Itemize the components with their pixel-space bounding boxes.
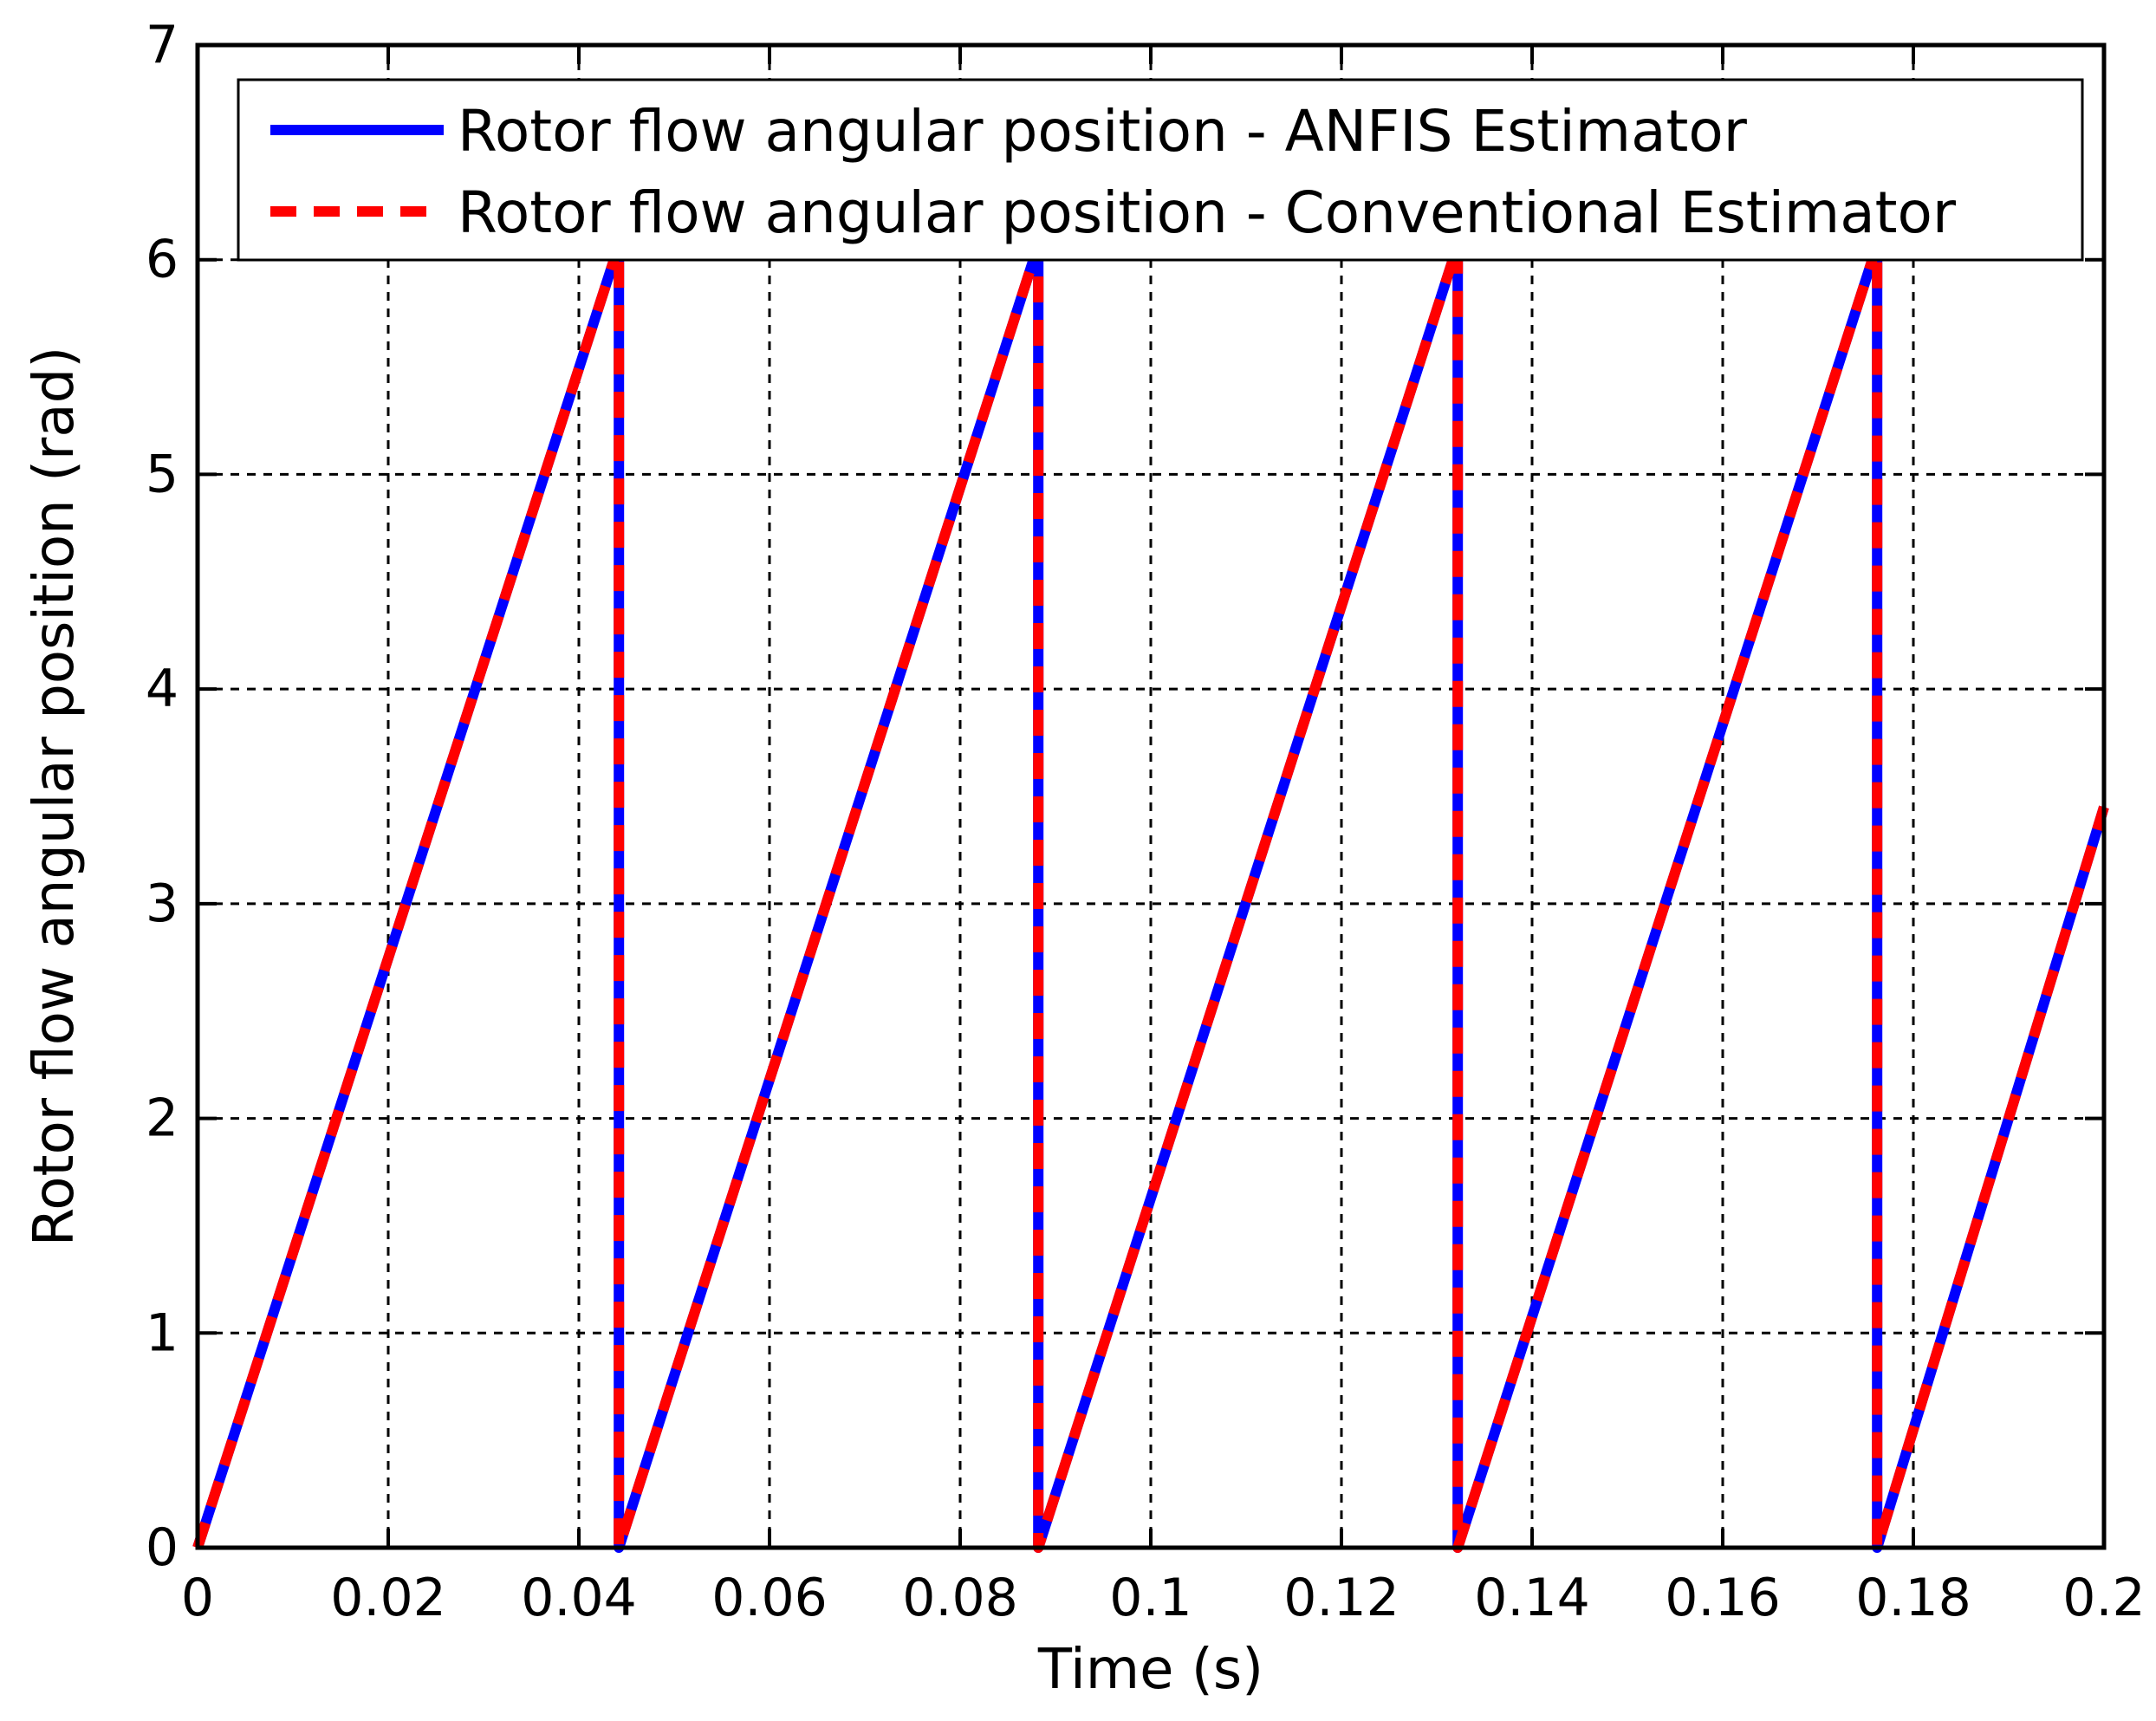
legend-box <box>237 78 2084 262</box>
y-tick-label: 5 <box>146 444 179 504</box>
x-tick-label: 0.18 <box>1855 1568 1971 1628</box>
y-tick-label: 2 <box>146 1088 179 1149</box>
x-tick-label: 0 <box>181 1568 214 1628</box>
y-tick-label: 0 <box>146 1517 179 1578</box>
x-tick-labels: 0 0.02 0.04 0.06 0.08 0.1 0.12 0.14 0.16 0.18 0.2 <box>181 1568 2146 1628</box>
x-tick-label: 0.2 <box>2062 1568 2145 1628</box>
x-tick-label: 0.08 <box>902 1568 1018 1628</box>
legend-entry-conventional: Rotor flow angular position - Convention… <box>458 179 1957 246</box>
series-line-conventional <box>192 239 2109 1553</box>
x-axis-label: Time (s) <box>1037 1638 1263 1702</box>
x-tick-label: 0.02 <box>330 1568 446 1628</box>
y-axis-label: Rotor flow angular position (rad) <box>23 347 87 1246</box>
y-tick-label: 6 <box>146 230 179 290</box>
y-tick-label: 3 <box>146 873 179 934</box>
y-tick-label: 7 <box>146 15 179 75</box>
x-tick-label: 0.04 <box>521 1568 637 1628</box>
legend: Rotor flow angular position - ANFIS Esti… <box>237 78 2084 262</box>
series-layer <box>192 239 2109 1553</box>
y-tick-labels: 0 1 2 3 4 5 6 7 <box>146 15 179 1578</box>
y-tick-label: 1 <box>146 1302 179 1363</box>
x-tick-label: 0.12 <box>1283 1568 1399 1628</box>
x-tick-label: 0.14 <box>1474 1568 1590 1628</box>
legend-entry-anfis: Rotor flow angular position - ANFIS Esti… <box>458 98 1748 165</box>
x-tick-label: 0.06 <box>711 1568 828 1628</box>
ticks <box>196 43 2106 1549</box>
x-tick-label: 0.1 <box>1109 1568 1192 1628</box>
y-tick-label: 4 <box>146 659 179 719</box>
x-tick-label: 0.16 <box>1665 1568 1781 1628</box>
